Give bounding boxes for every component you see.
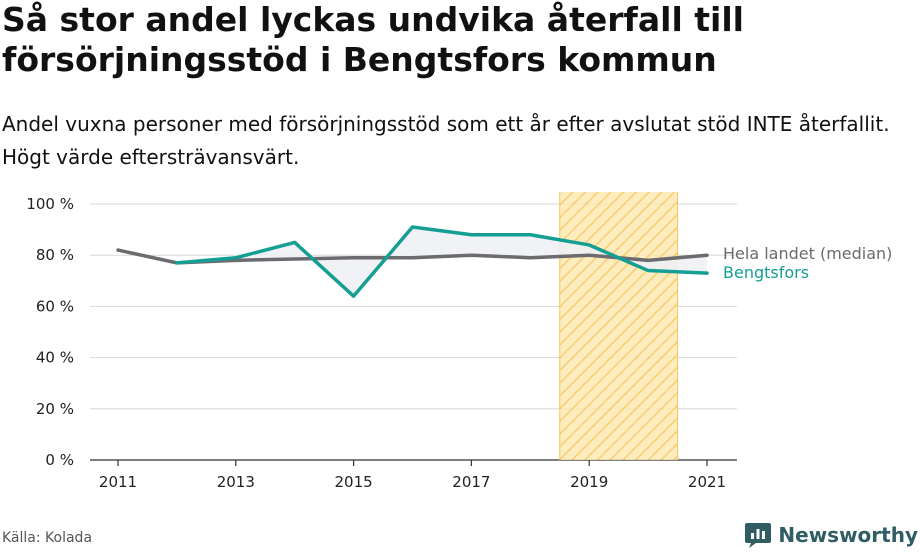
data-point bbox=[175, 261, 179, 265]
data-point bbox=[293, 257, 297, 261]
x-tick-label: 2011 bbox=[99, 473, 137, 491]
series-label: Bengtsfors bbox=[723, 263, 809, 282]
y-tick-label: 40 % bbox=[36, 349, 74, 367]
data-point bbox=[469, 253, 473, 257]
data-point bbox=[528, 256, 532, 260]
highlight-period bbox=[559, 192, 678, 460]
brand-name: Newsworthy bbox=[778, 523, 918, 547]
series-line-bengtsfors bbox=[175, 225, 709, 298]
source-note: Källa: Kolada bbox=[2, 530, 93, 546]
chart-subtitle: Andel vuxna personer med försörjningsstö… bbox=[2, 112, 890, 169]
y-tick-label: 60 % bbox=[36, 297, 74, 315]
y-tick-label: 80 % bbox=[36, 246, 74, 264]
x-tick-label: 2019 bbox=[570, 473, 608, 491]
y-tick-label: 20 % bbox=[36, 400, 74, 418]
x-tick-label: 2013 bbox=[217, 473, 255, 491]
data-point bbox=[411, 225, 414, 229]
data-point bbox=[646, 269, 650, 273]
x-tick-label: 2017 bbox=[452, 473, 490, 491]
data-point bbox=[352, 294, 356, 298]
series-label: Hela landet (median) bbox=[723, 244, 892, 263]
data-point bbox=[411, 256, 414, 260]
data-point bbox=[587, 253, 591, 257]
y-tick-label: 100 % bbox=[26, 195, 74, 213]
data-point bbox=[469, 233, 473, 237]
chart-speech-icon bbox=[745, 523, 772, 548]
data-point bbox=[234, 256, 238, 260]
data-point bbox=[116, 248, 120, 252]
data-point bbox=[705, 271, 709, 275]
data-point bbox=[646, 258, 650, 262]
newsworthy-logo: Newsworthy bbox=[744, 518, 918, 552]
x-tick-label: 2021 bbox=[688, 473, 726, 491]
y-tick-label: 0 % bbox=[45, 451, 74, 469]
chart-title: Så stor andel lyckas undvika återfall ti… bbox=[2, 0, 744, 79]
data-point bbox=[293, 240, 297, 244]
line-chart: 0 % 20 % 40 % 60 % 80 % 100 % 2011 2013 2015 201… bbox=[26, 192, 892, 491]
data-point bbox=[352, 256, 356, 260]
x-tick-label: 2015 bbox=[335, 473, 373, 491]
data-point bbox=[528, 233, 532, 237]
data-point bbox=[587, 243, 591, 247]
series-gap-area bbox=[176, 227, 707, 297]
data-point bbox=[705, 253, 709, 257]
